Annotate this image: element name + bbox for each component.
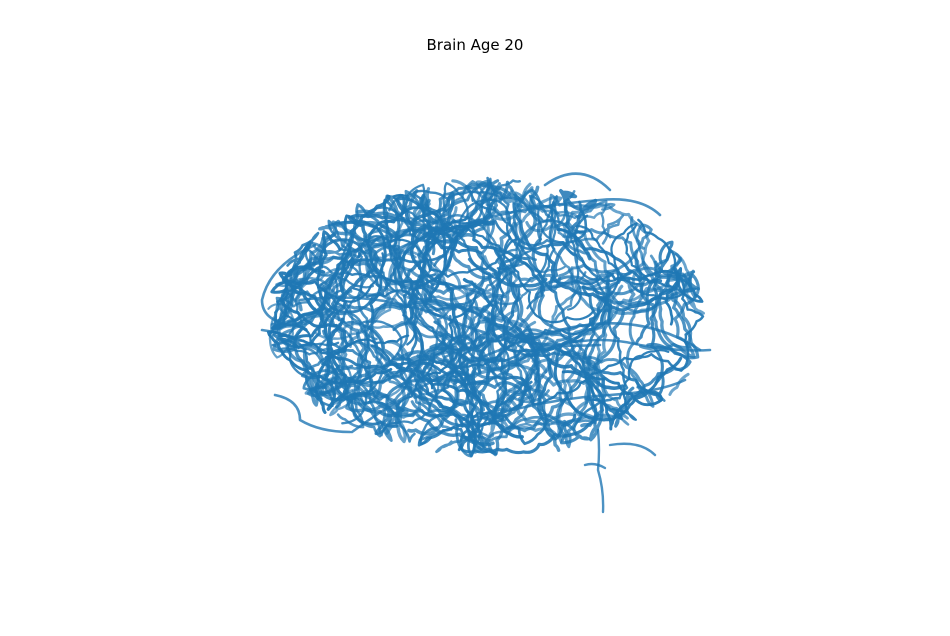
fiber-tract: [468, 282, 540, 457]
fiber-tract: [458, 185, 540, 412]
fiber-tract: [298, 296, 602, 348]
fiber-tract: [407, 220, 495, 418]
fiber-tract: [518, 338, 712, 362]
fiber-tract: [583, 462, 607, 470]
fiber-tract: [614, 342, 692, 428]
fiber-tract: [475, 180, 563, 231]
fiber-tract: [273, 393, 352, 434]
fiber-tract: [260, 328, 342, 362]
fiber-tract: [483, 316, 625, 390]
fiber-tract: [337, 276, 550, 404]
fiber-tract: [391, 200, 588, 264]
fiber-tract: [300, 340, 478, 458]
fiber-tract: [550, 222, 697, 300]
fiber-tract: [634, 240, 674, 385]
fiber-tract: [317, 271, 422, 290]
fiber-tract: [370, 344, 470, 397]
fiber-tract: [596, 428, 605, 514]
fiber-tract: [608, 442, 657, 457]
fiber-tract: [419, 409, 485, 448]
fiber-tract: [278, 265, 349, 411]
fiber-tract: [260, 243, 317, 327]
fiber-tract: [417, 177, 492, 290]
fiber-tract: [470, 225, 546, 292]
fiber-tract: [543, 172, 612, 192]
fiber-tract: [271, 241, 351, 408]
fiber-tract: [287, 342, 353, 384]
fiber-tract: [392, 227, 426, 332]
fiber-tract: [302, 305, 416, 443]
fiber-tract: [393, 198, 662, 252]
fiber-tract: [331, 220, 490, 406]
fiber-tract: [350, 322, 702, 434]
fiber-tract: [476, 176, 592, 272]
fiber-tract: [688, 269, 697, 299]
fiber-tract: [506, 355, 595, 428]
fiber-tract: [548, 189, 598, 291]
fiber-tract: [490, 200, 557, 424]
fiber-tract: [343, 214, 387, 322]
fiber-tract: [429, 334, 491, 421]
fiber-tract: [494, 351, 580, 443]
fiber-tract: [357, 184, 512, 278]
fiber-tract: [572, 214, 629, 431]
fiber-tract: [668, 372, 690, 396]
fiber-tract: [544, 365, 598, 453]
fiber-group: [260, 172, 712, 514]
fiber-tract: [335, 370, 591, 445]
fiber-tract: [606, 267, 704, 326]
fiber-tract: [304, 227, 452, 395]
fiber-tract: [412, 198, 487, 385]
fiber-tract: [374, 384, 532, 436]
figure-title: Brain Age 20: [426, 36, 524, 54]
fiber-tract: [418, 378, 687, 442]
fiber-tract: [473, 274, 610, 454]
fiber-tract: [328, 220, 402, 242]
fiber-tract: [279, 264, 422, 329]
